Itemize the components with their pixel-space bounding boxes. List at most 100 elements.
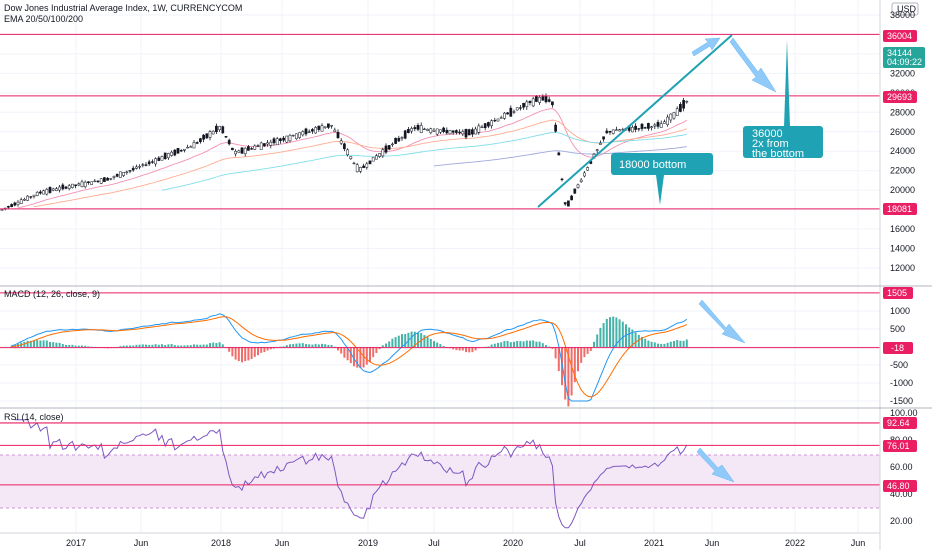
candle-body	[413, 127, 417, 130]
rsi-tick-label: 40.00	[890, 489, 913, 499]
candle-body	[455, 130, 458, 133]
macd-histogram-bar	[381, 345, 384, 347]
candle-body	[352, 162, 356, 165]
candle-body	[64, 186, 68, 189]
macd-histogram-bar	[468, 347, 471, 353]
candle-body	[435, 128, 439, 135]
candle-body	[32, 194, 36, 197]
candle-body	[445, 129, 449, 134]
candle-body	[263, 143, 266, 147]
svg-text:46.80: 46.80	[887, 481, 910, 491]
svg-text:1505: 1505	[887, 288, 907, 298]
currency-box[interactable]	[891, 2, 919, 16]
candle-body	[605, 130, 609, 134]
candle-body	[349, 156, 353, 159]
candle-body	[359, 167, 362, 172]
up-arrow-icon	[691, 37, 721, 57]
macd-histogram-bar	[365, 347, 368, 365]
macd-histogram-bar	[490, 344, 493, 347]
macd-histogram-bar	[317, 344, 320, 347]
candle-body	[461, 131, 465, 135]
candle-body	[285, 135, 289, 143]
candle-body	[659, 123, 663, 128]
macd-histogram-bar	[241, 347, 243, 363]
macd-histogram-bar	[369, 347, 371, 362]
macd-histogram-bar	[308, 344, 311, 347]
ema-100-line	[161, 131, 687, 191]
candle-body	[519, 107, 522, 109]
price-tick-label: 24000	[890, 146, 915, 156]
macd-histogram-bar	[653, 342, 656, 347]
chart-grid	[0, 0, 880, 533]
candle-body	[61, 184, 65, 190]
svg-text:34144: 34144	[887, 48, 912, 58]
candle-body	[250, 148, 253, 150]
macd-histogram-bar	[586, 347, 589, 354]
macd-histogram-bar	[359, 347, 362, 369]
candle-body	[74, 184, 77, 187]
candle-body	[483, 123, 487, 128]
candle-body	[346, 149, 349, 156]
macd-histogram-bar	[417, 332, 419, 347]
macd-histogram-bar	[183, 345, 186, 347]
candle-body	[7, 206, 10, 208]
macd-histogram-bar	[589, 347, 592, 352]
macd-histogram-bar	[74, 345, 77, 347]
macd-histogram-bar	[285, 345, 288, 347]
candle-body	[314, 127, 317, 134]
macd-histogram-bar	[436, 342, 439, 347]
candle-body	[560, 178, 564, 181]
macd-histogram-bar	[170, 343, 173, 347]
macd-histogram-bar	[177, 345, 179, 347]
candle-body	[48, 187, 52, 193]
macd-histogram-bar	[423, 335, 426, 347]
candle-body	[307, 131, 311, 133]
candle-body	[71, 183, 74, 188]
target-callout: 36000 2x from the bottom	[743, 40, 823, 160]
candle-body	[512, 111, 516, 113]
macd-histogram-bar	[669, 341, 672, 347]
macd-histogram-bar	[247, 347, 250, 361]
price-tick-label: 12000	[890, 263, 915, 273]
macd-histogram-bar	[250, 347, 253, 360]
macd-histogram-bar	[186, 345, 189, 347]
macd-histogram-bar	[634, 332, 637, 347]
candle-body	[355, 164, 359, 173]
candle-body	[304, 128, 308, 135]
candle-body	[154, 158, 157, 165]
target-callout-line1: 36000	[752, 128, 783, 140]
macd-histogram-bar	[628, 327, 631, 347]
macd-tick-label: -1000	[890, 378, 913, 388]
macd-histogram-bar	[39, 340, 42, 347]
candle-body	[269, 141, 273, 146]
macd-histogram-bar	[615, 317, 618, 347]
macd-histogram-bar	[135, 344, 138, 347]
trend-line	[537, 34, 733, 208]
x-tick-label: 2020	[503, 538, 523, 548]
candle-body	[227, 139, 231, 145]
macd-histogram-bar	[503, 340, 506, 347]
candle-body	[224, 136, 228, 138]
macd-histogram-bar	[349, 347, 352, 364]
candle-body	[397, 137, 401, 142]
candle-body	[378, 153, 381, 157]
macd-histogram-bar	[500, 342, 503, 347]
candle-body	[221, 126, 225, 134]
candle-body	[669, 113, 673, 121]
x-tick-label: 2021	[644, 538, 664, 548]
macd-panel	[10, 313, 688, 407]
candle-body	[138, 166, 141, 168]
candle-body	[615, 129, 618, 131]
candle-body	[403, 130, 407, 139]
candle-body	[631, 127, 634, 133]
rsi-tick-label: 100.00	[890, 408, 918, 418]
macd-histogram-bar	[573, 347, 576, 383]
macd-histogram-bar	[340, 347, 343, 354]
candle-body	[551, 101, 554, 106]
macd-histogram-bar	[535, 341, 538, 347]
macd-histogram-bar	[289, 344, 291, 347]
candle-body	[333, 129, 337, 132]
price-tick-label: 26000	[890, 127, 915, 137]
macd-histogram-bar	[525, 340, 528, 347]
